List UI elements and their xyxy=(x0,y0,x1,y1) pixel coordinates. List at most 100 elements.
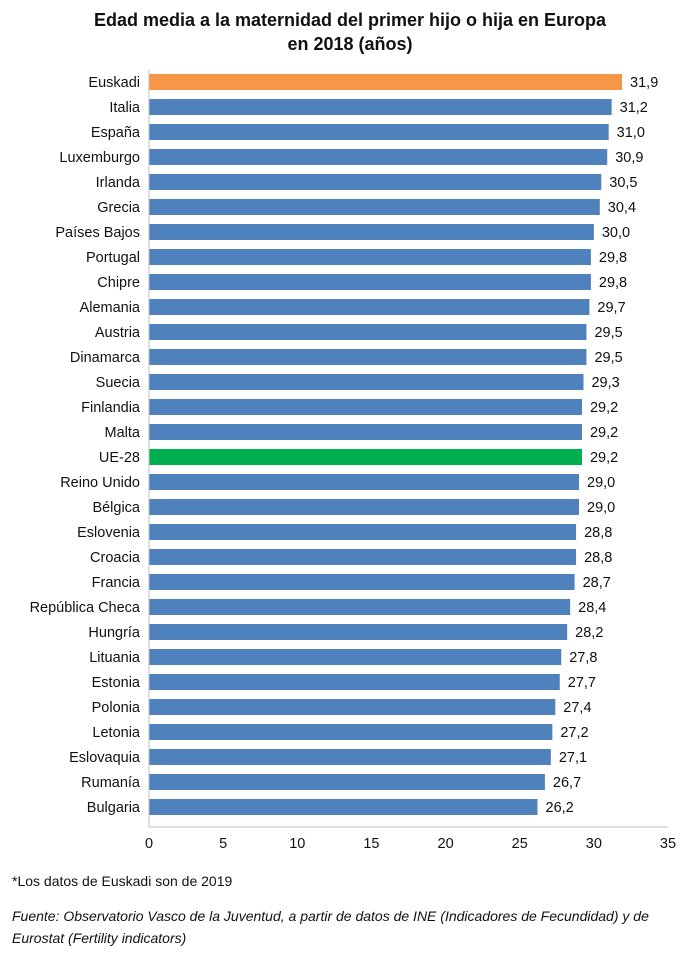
footnote: *Los datos de Euskadi son de 2019 xyxy=(12,873,233,889)
category-label: Francia xyxy=(92,575,141,591)
category-label: Luxemburgo xyxy=(59,150,140,166)
category-label: Eslovenia xyxy=(77,525,141,541)
data-label: 29,2 xyxy=(590,450,618,466)
data-label: 30,5 xyxy=(609,175,637,191)
data-label: 27,2 xyxy=(560,725,588,741)
bar xyxy=(149,274,591,290)
category-label: Estonia xyxy=(92,675,141,691)
category-label: Letonia xyxy=(92,725,141,741)
category-label: Austria xyxy=(95,325,141,341)
x-tick-label: 30 xyxy=(586,836,602,852)
x-tick-label: 10 xyxy=(289,836,305,852)
x-tick-label: 20 xyxy=(438,836,454,852)
category-label: Hungría xyxy=(88,625,141,641)
data-label: 28,7 xyxy=(583,575,611,591)
x-tick-label: 15 xyxy=(363,836,379,852)
bar xyxy=(149,324,587,340)
data-label: 29,7 xyxy=(597,300,625,316)
x-tick-label: 0 xyxy=(145,836,153,852)
chart-title: Edad media a la maternidad del primer hi… xyxy=(0,8,700,56)
category-label: UE-28 xyxy=(99,450,140,466)
bar xyxy=(149,74,623,90)
bar xyxy=(149,149,608,165)
category-label: Italia xyxy=(109,100,141,116)
bar xyxy=(149,499,580,515)
category-label: Eslovaquia xyxy=(69,750,141,766)
data-label: 27,1 xyxy=(559,750,587,766)
category-label: Malta xyxy=(105,425,141,441)
category-label: Bulgaria xyxy=(87,800,141,816)
data-label: 26,2 xyxy=(546,800,574,816)
title-line-2: en 2018 (años) xyxy=(287,34,413,54)
bar xyxy=(149,174,602,190)
bar xyxy=(149,99,612,115)
bar xyxy=(149,774,545,790)
bar xyxy=(149,624,568,640)
category-label: Euskadi xyxy=(88,75,140,91)
data-label: 27,4 xyxy=(563,700,591,716)
category-label: Países Bajos xyxy=(55,225,140,241)
bar xyxy=(149,424,582,440)
category-label: República Checa xyxy=(30,600,141,616)
title-line-1: Edad media a la maternidad del primer hi… xyxy=(93,10,607,30)
bar xyxy=(149,224,594,240)
x-tick-label: 25 xyxy=(512,836,528,852)
bar xyxy=(149,349,587,365)
category-label: Alemania xyxy=(80,300,141,316)
data-label: 29,2 xyxy=(590,425,618,441)
data-label: 30,0 xyxy=(602,225,630,241)
source-note: Fuente: Observatorio Vasco de la Juventu… xyxy=(12,908,649,946)
bar xyxy=(149,699,556,715)
data-label: 29,2 xyxy=(590,400,618,416)
bar xyxy=(149,724,553,740)
data-label: 26,7 xyxy=(553,775,581,791)
category-label: Irlanda xyxy=(96,175,141,191)
data-label: 29,5 xyxy=(594,325,622,341)
category-label: Polonia xyxy=(92,700,141,716)
bar xyxy=(149,799,538,815)
category-label: Chipre xyxy=(97,275,140,291)
data-label: 29,5 xyxy=(594,350,622,366)
category-label: Croacia xyxy=(90,550,141,566)
bar xyxy=(149,399,582,415)
bar xyxy=(149,549,577,565)
data-label: 31,0 xyxy=(617,125,645,141)
data-label: 29,8 xyxy=(599,250,627,266)
category-label: Finlandia xyxy=(81,400,141,416)
data-label: 27,8 xyxy=(569,650,597,666)
category-label: Rumanía xyxy=(81,775,141,791)
data-label: 28,2 xyxy=(575,625,603,641)
bar xyxy=(149,299,590,315)
bar xyxy=(149,599,571,615)
x-tick-label: 35 xyxy=(660,836,676,852)
data-label: 31,2 xyxy=(620,100,648,116)
data-label: 29,8 xyxy=(599,275,627,291)
bar xyxy=(149,749,551,765)
bar xyxy=(149,574,575,590)
category-label: Portugal xyxy=(86,250,140,266)
bar-chart: Euskadi 31,9 Italia 31,2 España 31,0 Luxemburg… xyxy=(30,70,676,852)
data-label: 29,0 xyxy=(587,475,615,491)
data-label: 29,3 xyxy=(591,375,619,391)
bar xyxy=(149,474,580,490)
data-label: 28,8 xyxy=(584,525,612,541)
category-label: Suecia xyxy=(96,375,141,391)
bar xyxy=(149,374,584,390)
category-label: Grecia xyxy=(97,200,141,216)
category-label: Lituania xyxy=(89,650,141,666)
x-tick-label: 5 xyxy=(219,836,227,852)
data-label: 31,9 xyxy=(630,75,658,91)
bar xyxy=(149,674,560,690)
bar xyxy=(149,524,577,540)
data-label: 27,7 xyxy=(568,675,596,691)
data-label: 29,0 xyxy=(587,500,615,516)
data-label: 28,8 xyxy=(584,550,612,566)
bar xyxy=(149,449,582,465)
bar xyxy=(149,199,600,215)
category-label: Dinamarca xyxy=(70,350,141,366)
bar xyxy=(149,124,609,140)
bar xyxy=(149,249,591,265)
category-label: Reino Unido xyxy=(60,475,140,491)
data-label: 30,4 xyxy=(608,200,636,216)
bar xyxy=(149,649,562,665)
